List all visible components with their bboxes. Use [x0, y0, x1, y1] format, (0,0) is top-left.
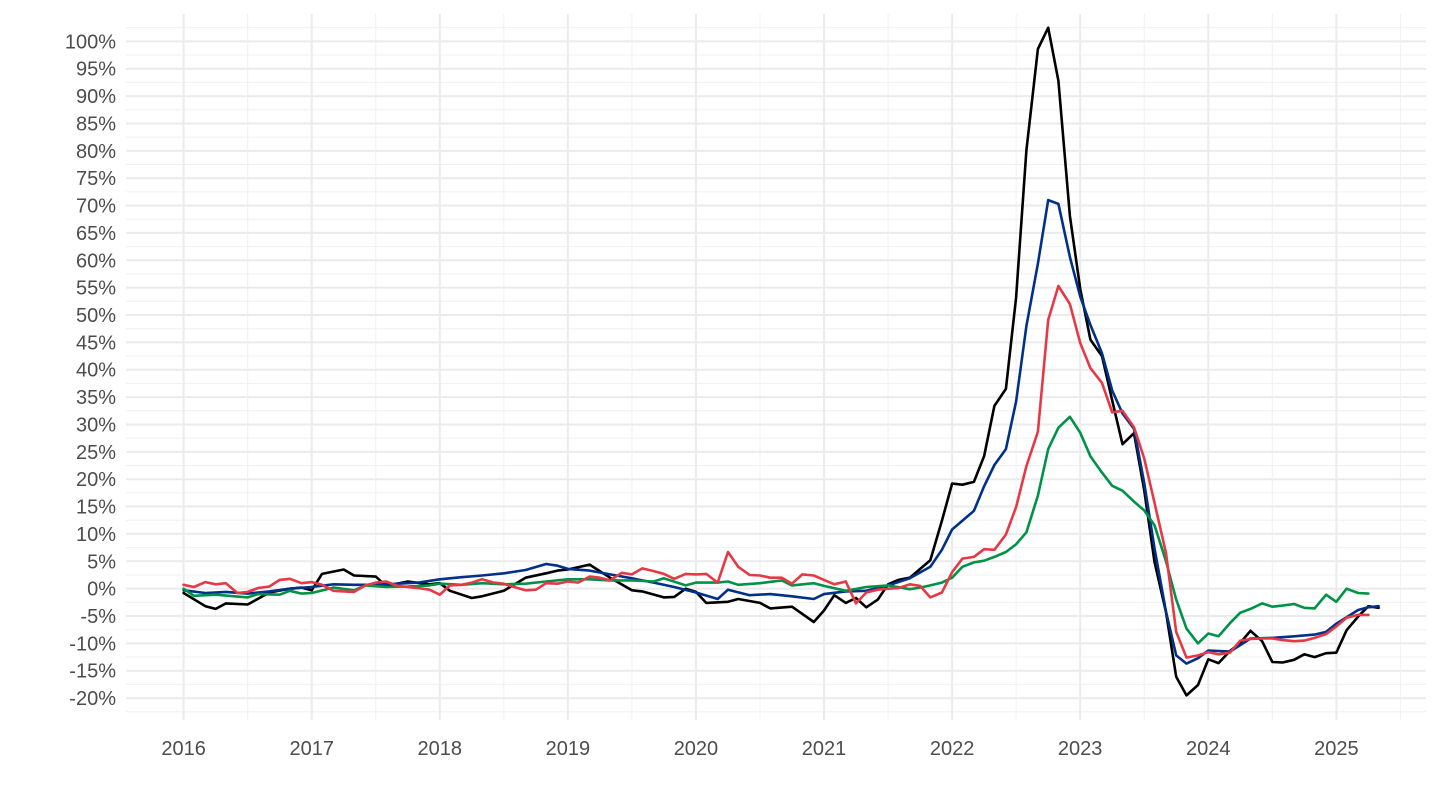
x-tick-label: 2018 [418, 738, 463, 760]
y-tick-label: 40% [76, 360, 116, 382]
x-tick-label: 2017 [289, 738, 334, 760]
x-axis: 2016 2017 2018 2019 2020 2021 2022 2023 2024 2025 [161, 738, 1358, 760]
y-tick-label: 0% [87, 579, 116, 601]
x-tick-label: 2025 [1314, 738, 1359, 760]
y-tick-label: -5% [80, 606, 116, 628]
y-tick-label: -20% [69, 688, 116, 710]
y-tick-label: 5% [87, 551, 116, 573]
y-tick-label: 65% [76, 223, 116, 245]
y-tick-label: 85% [76, 113, 116, 135]
y-tick-label: 100% [65, 31, 116, 53]
x-tick-label: 2023 [1058, 738, 1103, 760]
x-tick-label: 2016 [161, 738, 206, 760]
x-tick-label: 2024 [1186, 738, 1231, 760]
y-tick-label: 90% [76, 86, 116, 108]
y-tick-label: -10% [69, 633, 116, 655]
y-tick-label: 80% [76, 141, 116, 163]
x-tick-label: 2021 [802, 738, 847, 760]
x-tick-label: 2019 [546, 738, 591, 760]
x-tick-label: 2020 [674, 738, 719, 760]
series-lines [182, 26, 1380, 697]
y-axis: 100% 95% 90% 85% 80% 75% 70% 65% 60% 55% 50% 45% 40%… [65, 31, 116, 710]
x-tick-label: 2022 [930, 738, 975, 760]
y-tick-label: 45% [76, 332, 116, 354]
y-tick-label: 10% [76, 524, 116, 546]
y-tick-label: 55% [76, 278, 116, 300]
y-tick-label: -15% [69, 661, 116, 683]
minor-grid [126, 14, 1426, 720]
y-tick-label: 30% [76, 414, 116, 436]
series-line-3 [182, 415, 1370, 645]
y-tick-label: 60% [76, 250, 116, 272]
y-tick-label: 35% [76, 387, 116, 409]
series-line-2 [182, 198, 1380, 665]
y-tick-label: 70% [76, 196, 116, 218]
y-tick-label: 15% [76, 497, 116, 519]
y-tick-label: 50% [76, 305, 116, 327]
series-line-4 [182, 284, 1370, 659]
y-tick-label: 25% [76, 442, 116, 464]
y-tick-label: 20% [76, 469, 116, 491]
y-tick-label: 95% [76, 59, 116, 81]
y-tick-label: 75% [76, 168, 116, 190]
